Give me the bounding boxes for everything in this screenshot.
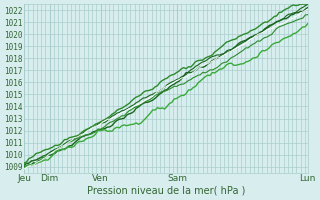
X-axis label: Pression niveau de la mer( hPa ): Pression niveau de la mer( hPa ) xyxy=(87,186,245,196)
